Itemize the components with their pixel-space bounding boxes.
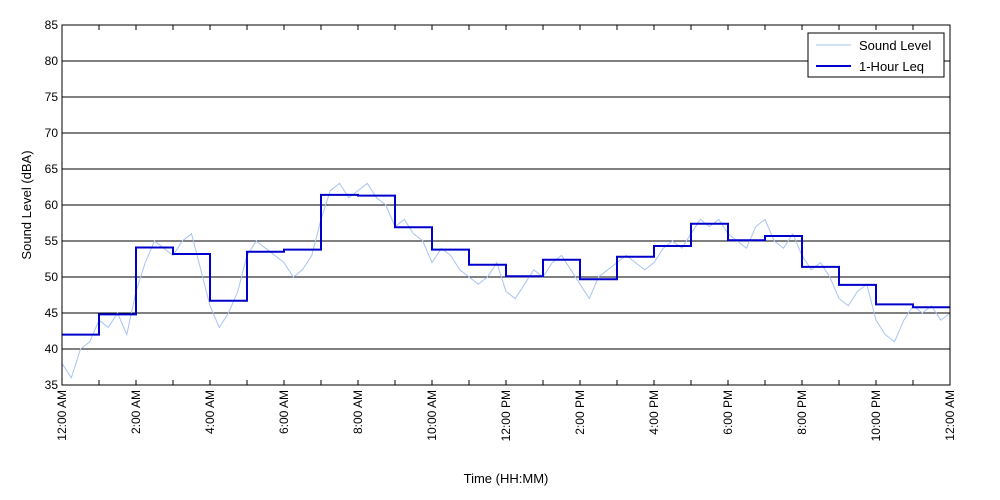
y-axis: 35 40 45 50 55 60 65 70 75 80 85 xyxy=(45,18,950,392)
y-tick-label: 35 xyxy=(45,378,59,392)
legend-entry-1-hour-leq: 1-Hour Leq xyxy=(859,59,924,74)
x-axis-label: Time (HH:MM) xyxy=(464,471,549,486)
x-tick-label: 12:00 AM xyxy=(943,390,957,441)
y-tick-label: 50 xyxy=(45,270,59,284)
y-tick-label: 80 xyxy=(45,54,59,68)
y-tick-label: 70 xyxy=(45,126,59,140)
x-tick-label: 8:00 PM xyxy=(795,390,809,435)
x-tick-label: 4:00 PM xyxy=(647,390,661,435)
x-tick-label: 12:00 PM xyxy=(499,390,513,441)
x-tick-label: 6:00 AM xyxy=(277,390,291,434)
x-tick-label: 2:00 AM xyxy=(129,390,143,434)
x-tick-label: 12:00 AM xyxy=(55,390,69,441)
x-tick-label: 4:00 AM xyxy=(203,390,217,434)
y-tick-label: 65 xyxy=(45,162,59,176)
legend-box xyxy=(807,32,945,78)
y-tick-label: 45 xyxy=(45,306,59,320)
y-tick-label: 60 xyxy=(45,198,59,212)
y-tick-label: 85 xyxy=(45,18,59,32)
x-tick-label: 6:00 PM xyxy=(721,390,735,435)
grid-lines xyxy=(62,24,950,386)
x-tick-label: 10:00 PM xyxy=(869,390,883,441)
y-tick-label: 40 xyxy=(45,342,59,356)
x-axis: 12:00 AM 2:00 AM 4:00 AM 6:00 AM 8:00 AM 10:0… xyxy=(55,25,957,441)
series-1-hour-leq xyxy=(62,193,950,336)
x-tick-label: 10:00 AM xyxy=(425,390,439,441)
y-axis-label: Sound Level (dBA) xyxy=(19,150,34,259)
x-tick-label: 2:00 PM xyxy=(573,390,587,435)
y-tick-label: 75 xyxy=(45,90,59,104)
x-tick-label: 8:00 AM xyxy=(351,390,365,434)
leq-step-line xyxy=(62,193,950,336)
legend: Sound Level 1-Hour Leq xyxy=(807,32,945,78)
legend-entry-sound-level: Sound Level xyxy=(859,38,931,53)
y-tick-label: 55 xyxy=(45,234,59,248)
